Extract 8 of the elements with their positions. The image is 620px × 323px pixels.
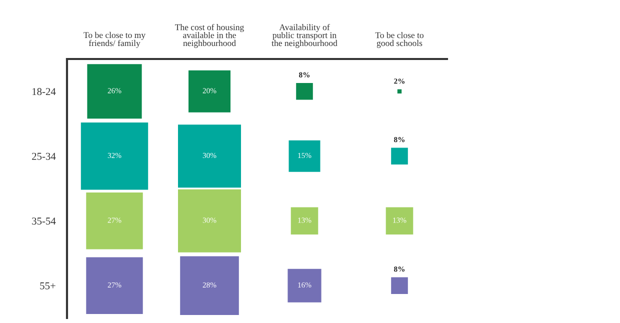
- y-tick-label: 35-54: [32, 218, 56, 225]
- x-tick-label: Availability of public transport in the neighbourhood: [272, 24, 338, 48]
- x-tick-label: To be close to good schools: [375, 32, 424, 48]
- y-tick-label: 25-34: [32, 152, 56, 160]
- y-tick-label: 55+: [40, 282, 56, 290]
- x-tick-label: The cost of housing available in the neighbourhood: [175, 24, 244, 48]
- y-tick-label: 18-24: [32, 88, 56, 96]
- x-tick-label: To be close to my friends/ family: [84, 32, 146, 48]
